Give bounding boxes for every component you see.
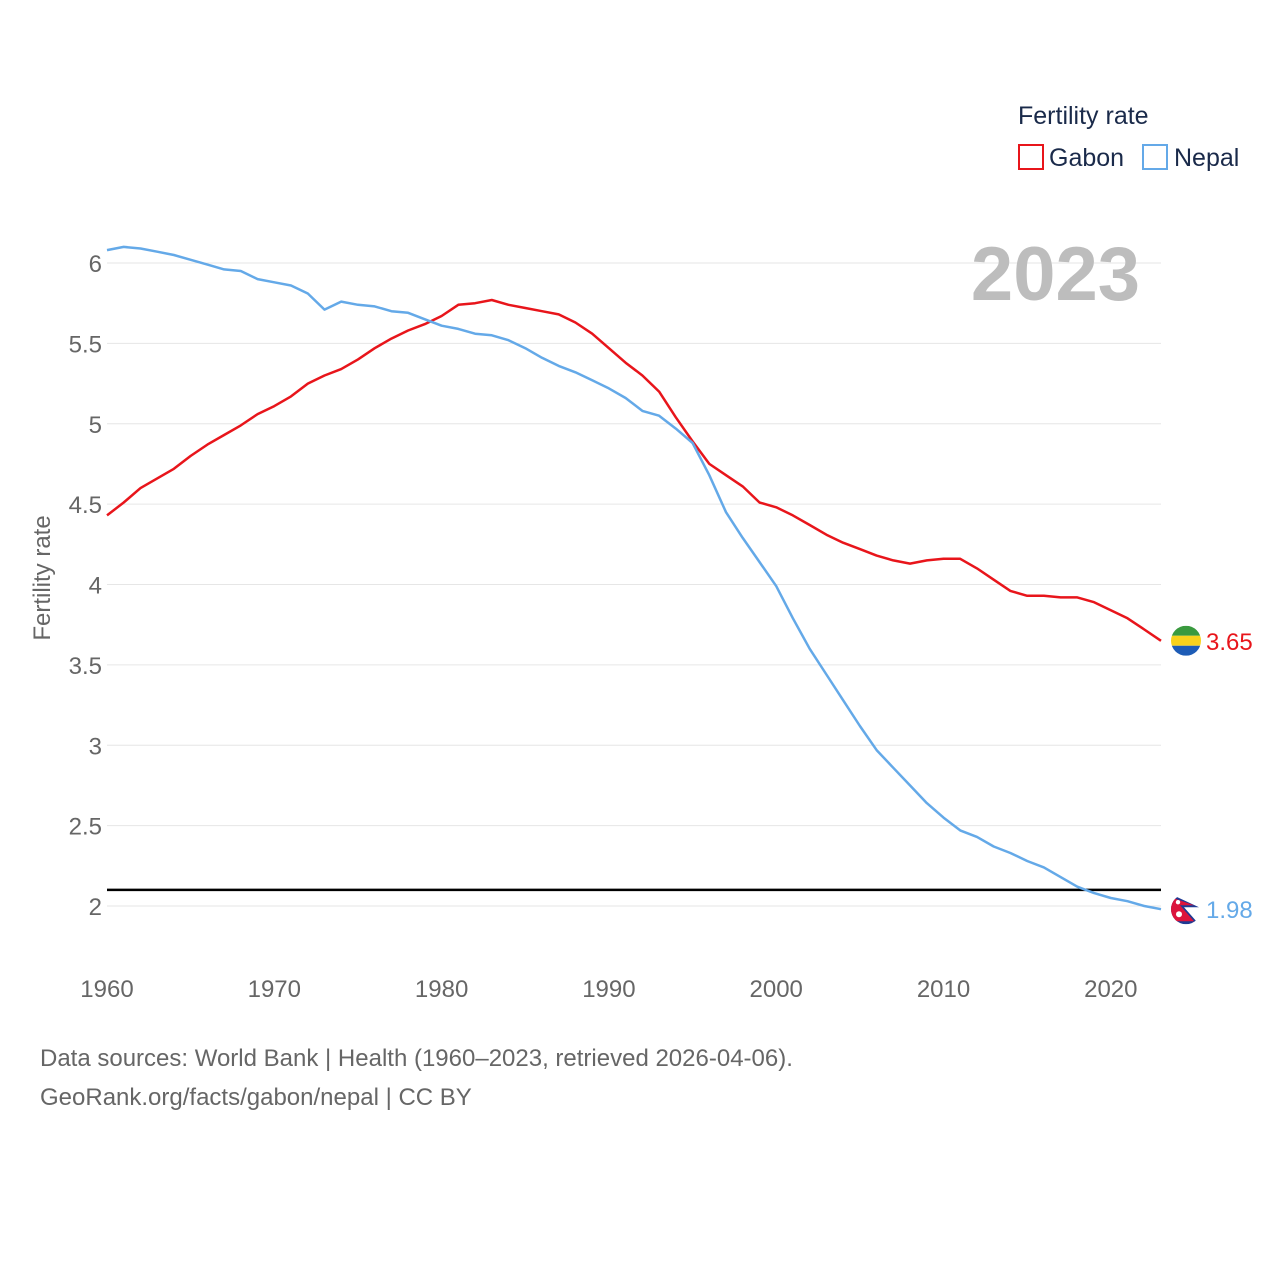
gabon-flag-icon bbox=[1171, 625, 1201, 656]
series-line-nepal bbox=[106, 245, 1162, 911]
x-axis-ticks: 1960 1970 1980 1990 2000 2010 2020 bbox=[80, 976, 1137, 1003]
y-tick-label-3: 3 bbox=[89, 733, 102, 760]
legend-title: Fertility rate bbox=[1018, 102, 1149, 130]
y-tick-label-5: 5 bbox=[89, 412, 102, 439]
y-tick-label-4.5: 4.5 bbox=[69, 492, 102, 519]
legend-label-gabon: Gabon bbox=[1049, 144, 1124, 172]
legend-swatch-nepal bbox=[1142, 144, 1168, 170]
x-tick-label-1960: 1960 bbox=[80, 976, 133, 1003]
year-watermark: 2023 bbox=[971, 232, 1140, 317]
y-tick-label-5.5: 5.5 bbox=[69, 331, 102, 358]
x-tick-label-1980: 1980 bbox=[415, 976, 468, 1003]
legend-label-nepal: Nepal bbox=[1174, 144, 1239, 172]
y-tick-label-2.5: 2.5 bbox=[69, 814, 102, 841]
footer-attribution: GeoRank.org/facts/gabon/nepal | CC BY bbox=[40, 1084, 472, 1111]
end-label-gabon: 3.65 bbox=[1206, 629, 1253, 656]
gridlines bbox=[107, 262, 1161, 907]
series-lines bbox=[106, 245, 1162, 911]
flag-sun bbox=[1176, 911, 1182, 918]
legend-swatch-gabon bbox=[1018, 144, 1044, 170]
y-tick-label-4: 4 bbox=[89, 573, 102, 600]
x-tick-label-2020: 2020 bbox=[1084, 976, 1137, 1003]
gabon-flag-body bbox=[1171, 625, 1201, 656]
legend-item-nepal[interactable]: Nepal bbox=[1142, 144, 1239, 172]
flag-stripe-blue bbox=[1171, 645, 1201, 656]
x-tick-label-1970: 1970 bbox=[248, 976, 301, 1003]
y-tick-label-2: 2 bbox=[89, 894, 102, 921]
end-label-nepal: 1.98 bbox=[1206, 897, 1253, 924]
series-line-gabon bbox=[106, 298, 1162, 642]
nepal-flag-body bbox=[1171, 894, 1201, 925]
flag-stripe-green bbox=[1171, 625, 1201, 636]
y-tick-label-3.5: 3.5 bbox=[69, 653, 102, 680]
legend-item-gabon[interactable]: Gabon bbox=[1018, 144, 1124, 172]
x-tick-label-1990: 1990 bbox=[582, 976, 635, 1003]
series-end-markers: 3.65 1.98 bbox=[1171, 625, 1253, 925]
y-axis-ticks: 2 2.5 3 3.5 4 4.5 5 5.5 6 bbox=[69, 251, 102, 921]
x-tick-label-2010: 2010 bbox=[917, 976, 970, 1003]
nepal-flag-icon bbox=[1171, 894, 1201, 925]
flag-stripe-yellow bbox=[1171, 635, 1201, 646]
y-tick-label-6: 6 bbox=[89, 251, 102, 278]
flag-moon bbox=[1175, 900, 1181, 905]
x-tick-label-2000: 2000 bbox=[750, 976, 803, 1003]
y-axis-title: Fertility rate bbox=[29, 515, 56, 640]
fertility-rate-chart: 2 2.5 3 3.5 4 4.5 5 5.5 6 1960 1970 1980 1990 2000 20… bbox=[29, 102, 1253, 1003]
footer-source: Data sources: World Bank | Health (1960–… bbox=[40, 1045, 793, 1072]
